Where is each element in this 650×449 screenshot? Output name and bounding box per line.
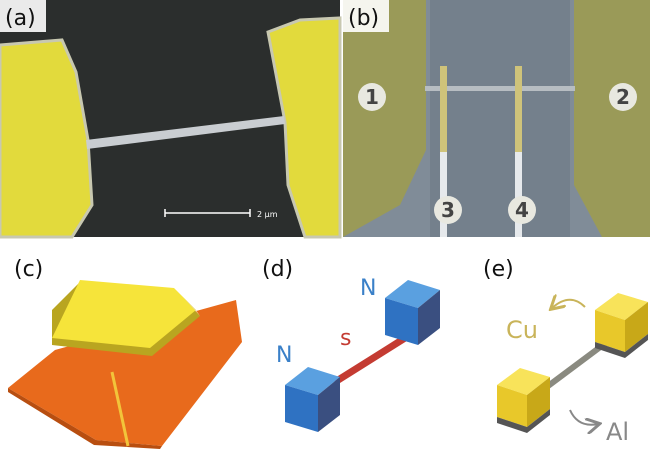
wire-material: Al [606,418,629,446]
shape-circle [508,196,536,224]
shape-polygon [52,280,196,348]
panel-label: (b) [348,6,379,31]
shape-polygon [266,16,342,239]
shape-polygon [574,0,650,237]
shape-path [569,409,598,425]
panel-label: (c) [14,257,43,282]
shape-polygon [86,116,285,149]
lead-label: N [276,343,292,368]
shape-polygon [385,280,440,308]
shape-polygon [285,385,318,432]
shape-polygon [385,298,418,345]
shape-polygon [0,38,94,239]
shape-circle [358,83,386,111]
shape-polygon [527,377,550,427]
shape-rect [440,152,447,237]
shape-polygon [8,300,242,446]
panel-a: 2 μm (a) [0,0,342,239]
shape-polygon [595,334,648,358]
shape-rect [425,86,575,91]
panel-label: (e) [483,257,514,282]
shape-rect [515,152,522,237]
wire-label: s [340,326,351,351]
panel-b: 1 2 3 4 (b) [343,0,650,237]
shape-polygon [418,290,440,345]
contact-label: 1 [365,85,379,109]
shape-polygon [595,310,625,352]
panel-label: (d) [262,257,293,282]
shape-rect [515,66,522,152]
panel-label: (a) [5,6,36,31]
shape-line [110,371,130,447]
panel-c: (c) [8,257,242,449]
lead-label: N [360,276,376,301]
shape-polygon [343,0,426,237]
shape-polygon [318,377,340,432]
shape-circle [434,196,462,224]
contact-label: 2 [616,85,630,109]
shape-rect [343,0,389,32]
panel-d: (d) N N s [262,257,440,432]
shape-rect [440,66,447,152]
shape-polygon [8,388,162,449]
shape-path [552,300,586,308]
shape-polygon [497,409,550,433]
shape-polygon [595,293,648,320]
contact-label: 3 [441,198,455,222]
panel-e: (e) Cu Al [483,257,648,446]
lead-material: Cu [506,316,538,344]
scale-bar-label: 2 μm [257,210,278,219]
shape-circle [609,83,637,111]
shape-line [333,335,407,385]
contact-label: 4 [515,198,529,222]
shape-rect [0,0,46,32]
shape-polygon [497,368,550,395]
shape-polygon [497,385,527,427]
shape-polygon [625,302,648,352]
shape-polygon [285,367,340,395]
